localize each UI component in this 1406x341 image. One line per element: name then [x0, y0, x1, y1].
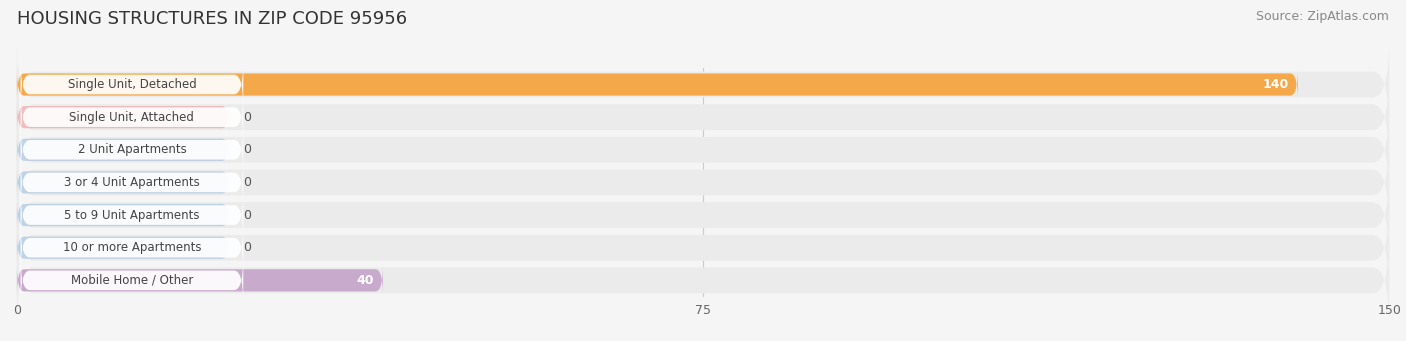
Text: 3 or 4 Unit Apartments: 3 or 4 Unit Apartments: [65, 176, 200, 189]
FancyBboxPatch shape: [21, 62, 243, 107]
FancyBboxPatch shape: [17, 39, 1389, 130]
FancyBboxPatch shape: [17, 202, 1389, 294]
FancyBboxPatch shape: [17, 233, 229, 263]
FancyBboxPatch shape: [17, 104, 1389, 196]
Text: Single Unit, Attached: Single Unit, Attached: [69, 111, 194, 124]
FancyBboxPatch shape: [17, 200, 229, 230]
FancyBboxPatch shape: [21, 257, 243, 303]
FancyBboxPatch shape: [21, 192, 243, 238]
Text: 10 or more Apartments: 10 or more Apartments: [63, 241, 201, 254]
FancyBboxPatch shape: [21, 160, 243, 205]
FancyBboxPatch shape: [17, 167, 229, 197]
Text: 5 to 9 Unit Apartments: 5 to 9 Unit Apartments: [65, 209, 200, 222]
FancyBboxPatch shape: [21, 94, 243, 140]
Text: HOUSING STRUCTURES IN ZIP CODE 95956: HOUSING STRUCTURES IN ZIP CODE 95956: [17, 10, 406, 28]
FancyBboxPatch shape: [21, 225, 243, 270]
Text: 0: 0: [243, 209, 252, 222]
Text: 40: 40: [356, 274, 374, 287]
FancyBboxPatch shape: [17, 137, 1389, 228]
Text: 2 Unit Apartments: 2 Unit Apartments: [77, 143, 186, 156]
Text: 0: 0: [243, 111, 252, 124]
FancyBboxPatch shape: [21, 127, 243, 173]
FancyBboxPatch shape: [17, 169, 1389, 261]
FancyBboxPatch shape: [17, 70, 1298, 100]
FancyBboxPatch shape: [17, 135, 229, 165]
FancyBboxPatch shape: [17, 102, 229, 132]
Text: Mobile Home / Other: Mobile Home / Other: [70, 274, 193, 287]
FancyBboxPatch shape: [17, 235, 1389, 326]
Text: 140: 140: [1263, 78, 1288, 91]
FancyBboxPatch shape: [17, 265, 382, 295]
Text: Source: ZipAtlas.com: Source: ZipAtlas.com: [1256, 10, 1389, 23]
Text: 0: 0: [243, 143, 252, 156]
Text: 0: 0: [243, 241, 252, 254]
Text: 0: 0: [243, 176, 252, 189]
Text: Single Unit, Detached: Single Unit, Detached: [67, 78, 197, 91]
FancyBboxPatch shape: [17, 71, 1389, 163]
